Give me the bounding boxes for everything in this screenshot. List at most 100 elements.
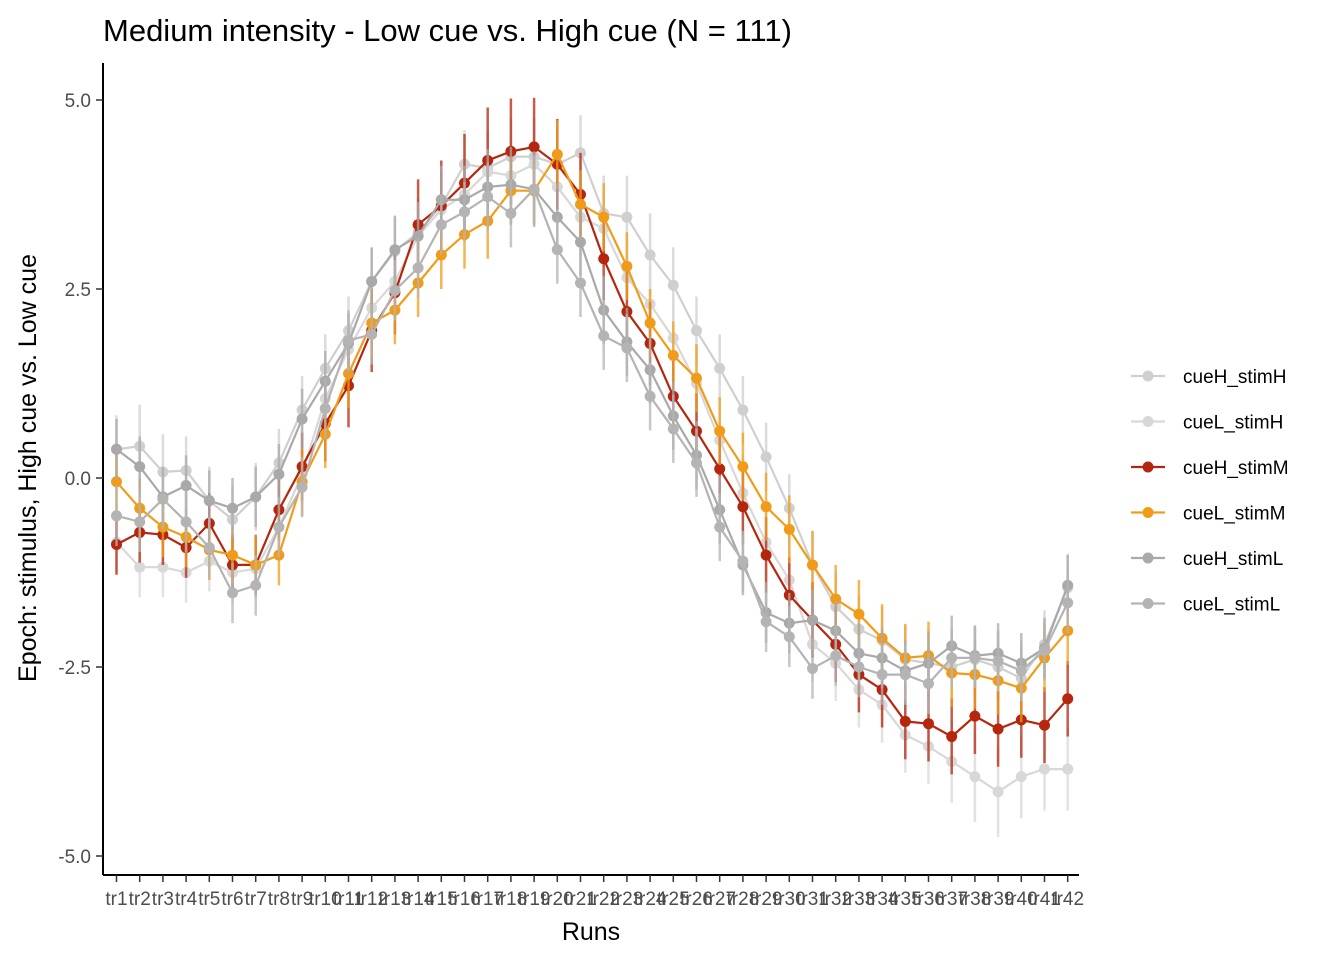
legend-label: cueH_stimL	[1183, 549, 1283, 570]
legend-key-point	[1142, 370, 1154, 382]
data-point	[923, 678, 934, 690]
x-tick-label: tr37	[935, 889, 968, 910]
y-tick-label: -2.5	[58, 658, 91, 679]
x-tick-label: tr31	[796, 889, 829, 910]
data-point	[366, 328, 378, 340]
legend-label: cueH_stimM	[1183, 458, 1289, 479]
data-point	[482, 191, 494, 203]
data-point	[412, 262, 424, 274]
x-tick-label: tr24	[634, 889, 667, 910]
data-point	[389, 244, 401, 256]
data-point	[598, 211, 610, 223]
data-point	[203, 495, 215, 507]
x-tick-label: tr34	[866, 889, 899, 910]
data-point	[946, 652, 958, 664]
series-line	[115, 152, 1069, 690]
data-point	[1062, 597, 1074, 609]
data-point	[389, 285, 401, 297]
data-point	[111, 443, 122, 455]
x-tick-label: tr1	[105, 889, 127, 910]
data-point	[111, 510, 122, 522]
x-tick-label: tr16	[448, 889, 481, 910]
data-point	[366, 275, 378, 287]
data-point	[853, 608, 865, 620]
y-tick-label: 2.5	[65, 280, 91, 301]
data-point	[667, 423, 679, 435]
data-point	[250, 491, 262, 503]
x-tick-label: tr10	[309, 889, 342, 910]
data-point	[807, 614, 818, 626]
x-tick-label: tr26	[680, 889, 713, 910]
data-point	[598, 253, 610, 265]
data-point	[783, 523, 795, 535]
x-tick-label: tr8	[268, 889, 290, 910]
data-point	[760, 501, 772, 513]
x-tick-label: tr3	[152, 889, 174, 910]
x-tick-label: tr36	[912, 889, 945, 910]
x-tick-label: tr19	[518, 889, 551, 910]
data-point	[343, 334, 354, 346]
data-point	[760, 616, 772, 628]
x-tick-label: tr22	[587, 889, 620, 910]
chart-title: Medium intensity - Low cue vs. High cue …	[103, 13, 792, 48]
data-point	[412, 230, 424, 242]
data-point	[807, 663, 818, 675]
x-tick-label: tr38	[959, 889, 992, 910]
data-point	[899, 669, 911, 681]
x-tick-label: tr14	[402, 889, 435, 910]
data-point	[575, 236, 586, 248]
data-point	[273, 521, 285, 533]
data-point	[667, 279, 679, 291]
x-tick-label: tr21	[564, 889, 597, 910]
data-point	[134, 461, 146, 473]
data-point	[180, 516, 192, 528]
x-tick-label: tr25	[657, 889, 690, 910]
data-point	[621, 260, 633, 272]
data-point	[551, 244, 563, 256]
x-tick-label: tr23	[611, 889, 644, 910]
data-point	[1062, 693, 1074, 705]
data-point	[714, 463, 726, 475]
data-point	[319, 402, 331, 414]
x-tick-label: tr30	[773, 889, 806, 910]
data-point	[923, 718, 934, 730]
x-tick-label: tr9	[291, 889, 313, 910]
series-layer	[111, 97, 1074, 838]
data-point	[737, 461, 749, 473]
data-point	[505, 207, 517, 219]
data-point	[575, 277, 586, 289]
legend-key-point	[1142, 461, 1154, 473]
data-point	[528, 183, 540, 195]
data-point	[714, 362, 726, 374]
data-point	[227, 587, 238, 599]
data-point	[714, 425, 726, 437]
data-point	[296, 413, 308, 425]
data-point	[992, 723, 1004, 735]
legend-key-point	[1142, 507, 1154, 518]
x-tick-label: tr39	[982, 889, 1015, 910]
data-point	[134, 561, 146, 573]
data-point	[180, 480, 192, 492]
data-point	[273, 468, 285, 480]
data-point	[760, 549, 772, 561]
data-point	[551, 148, 563, 160]
data-point	[691, 457, 702, 469]
data-point	[459, 206, 470, 218]
data-point	[760, 451, 772, 463]
data-point	[969, 771, 981, 783]
legend-key-point	[1142, 416, 1154, 427]
data-point	[157, 561, 169, 573]
y-axis-label: Epoch: stimulus, High cue vs. Low cue	[14, 254, 42, 682]
legend-key-point	[1142, 552, 1154, 564]
data-point	[899, 715, 911, 727]
data-point	[1015, 665, 1027, 677]
x-tick-label: tr27	[703, 889, 736, 910]
data-point	[621, 342, 633, 354]
x-tick-label: tr5	[198, 889, 220, 910]
series-cueL_stimM	[111, 120, 1074, 723]
x-tick-label: tr42	[1051, 889, 1084, 910]
x-tick-label: tr7	[245, 889, 267, 910]
data-point	[134, 516, 146, 528]
legend: cueH_stimH cueL_stimH cueH_stimM cueL_stimM…	[1131, 367, 1289, 616]
